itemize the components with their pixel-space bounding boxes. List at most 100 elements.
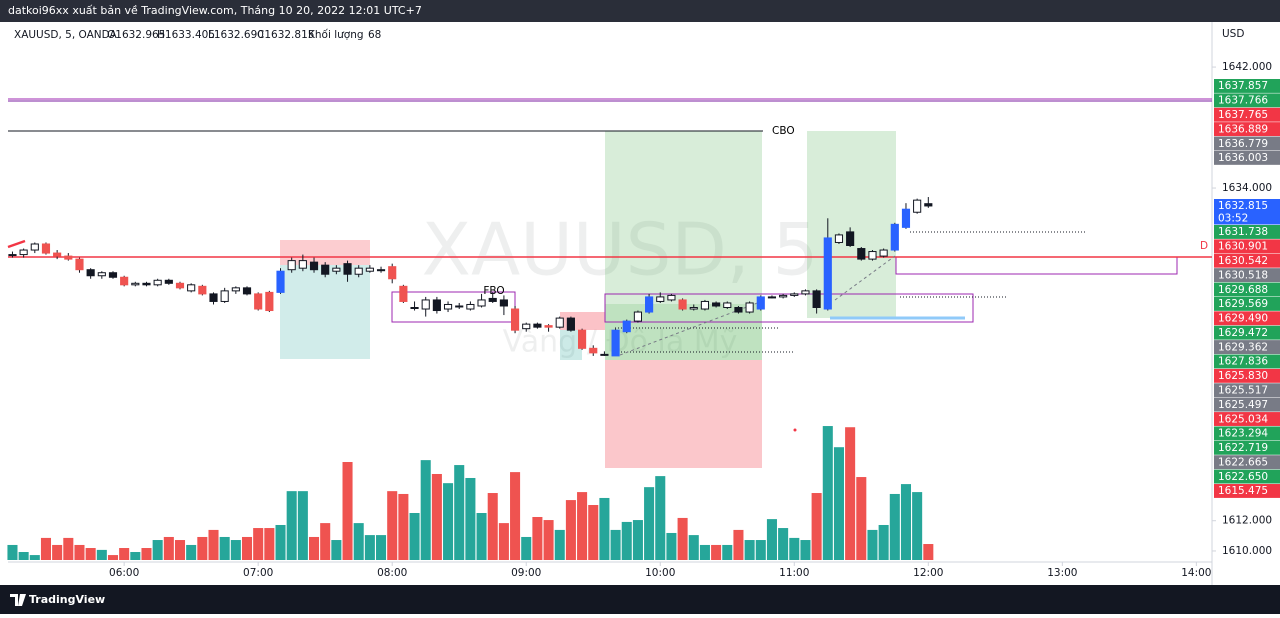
price-tag	[1214, 484, 1280, 498]
volume-bar	[532, 516, 543, 560]
candle-body	[745, 302, 754, 313]
candle-body	[600, 353, 609, 356]
price-tag-label: 1629.569	[1218, 298, 1268, 310]
watermark-subtitle: Vàng / Đô la Mỹ	[503, 325, 738, 360]
volume-bar	[789, 537, 800, 560]
candle-body	[53, 252, 62, 257]
candle-body	[30, 243, 39, 251]
volume-bar	[811, 493, 822, 560]
candle-body	[510, 308, 520, 331]
candle-body	[857, 248, 866, 260]
candle-body	[120, 276, 129, 286]
volume-bar	[822, 426, 833, 560]
candle-body	[890, 223, 899, 251]
price-tag	[1214, 268, 1280, 283]
candle-body	[466, 303, 475, 310]
zone	[560, 330, 582, 360]
volume-bar	[644, 487, 655, 560]
volume-bar	[632, 520, 643, 560]
volume-bar	[655, 476, 666, 560]
candle-body	[432, 299, 441, 312]
volume-bar	[889, 493, 900, 560]
candle-body	[354, 267, 363, 275]
zone	[560, 312, 605, 330]
price-tag	[1214, 440, 1280, 455]
price-tag-label: 1622.650	[1218, 471, 1268, 483]
price-tag	[1214, 282, 1280, 297]
candle-body	[924, 203, 933, 207]
currency: USD	[1222, 28, 1244, 40]
price-tag	[1214, 354, 1280, 369]
candle-body	[209, 293, 218, 302]
y-tick-label: 1642.000	[1222, 61, 1272, 73]
volume-bar	[666, 532, 677, 560]
profit-zone	[605, 304, 762, 360]
price-tag	[1214, 397, 1280, 412]
candle-body	[220, 290, 229, 302]
price-tag	[1214, 93, 1280, 108]
volume-bar	[376, 535, 387, 560]
price-tag	[1214, 239, 1280, 254]
x-tick-label: 12:00	[913, 567, 943, 579]
volume-bar	[40, 537, 51, 560]
annotation: CBO	[772, 125, 795, 137]
price-tag-label: 1632.815	[1218, 200, 1268, 212]
price-tag	[1214, 253, 1280, 268]
price-tag-label: 1622.719	[1218, 442, 1268, 454]
volume-bar	[454, 465, 465, 560]
candle-body	[723, 302, 732, 308]
candle-body	[578, 329, 587, 349]
volume-bar	[208, 529, 219, 560]
candle-body	[712, 302, 721, 307]
candle-body	[555, 317, 564, 328]
trend-line	[7, 239, 26, 249]
x-tick-label: 08:00	[377, 567, 407, 579]
candle-body	[913, 199, 922, 213]
volume-bar	[197, 536, 208, 560]
volume-bar	[387, 491, 398, 560]
candle-body	[589, 347, 598, 354]
volume-bar	[96, 549, 107, 560]
candle-body	[901, 208, 911, 228]
volume-bar	[431, 473, 442, 560]
drawings	[7, 98, 1212, 468]
volume-bar	[510, 472, 521, 560]
candle-body	[343, 263, 352, 275]
price-tag-label: 1636.889	[1218, 123, 1268, 135]
annotation: D	[1200, 240, 1208, 252]
volume-bar	[309, 536, 320, 560]
volume-bar	[29, 555, 40, 560]
volume-bar	[778, 528, 789, 560]
volume-bar	[286, 491, 297, 560]
candle-body	[812, 290, 821, 308]
candle-body	[298, 260, 307, 269]
ohlc: O1632.965	[107, 29, 165, 41]
candle-body	[477, 299, 486, 307]
volume-bar	[599, 497, 610, 560]
legend: XAUUSD, 5, OANDA O1632.965 H1633.405 L16…	[14, 29, 381, 41]
volume-bar	[443, 483, 454, 560]
volume-bar	[52, 544, 63, 560]
price-tag-label: 1631.738	[1218, 226, 1268, 238]
y-tick-label: 1610.000	[1222, 545, 1272, 557]
volume-bar	[18, 552, 29, 560]
volume-bar	[465, 477, 476, 560]
price-tag-label: 1629.688	[1218, 284, 1268, 296]
volume-bar	[498, 523, 509, 560]
candle-body	[421, 299, 430, 310]
volume-bar	[85, 548, 96, 560]
volume-bar	[107, 555, 119, 560]
zone	[280, 265, 370, 359]
price-tag-label: 1629.362	[1218, 341, 1268, 353]
candle-body	[97, 272, 106, 277]
footer-logo	[10, 594, 26, 606]
volume-bar	[74, 544, 85, 560]
price-tag-label: 1625.034	[1218, 413, 1268, 425]
header-bar	[0, 0, 1280, 22]
candle-body	[142, 282, 151, 286]
volume-bar	[565, 500, 576, 560]
price-tag-label: 1630.901	[1218, 241, 1268, 253]
candle-body	[86, 269, 95, 277]
loss-zone	[605, 360, 762, 468]
